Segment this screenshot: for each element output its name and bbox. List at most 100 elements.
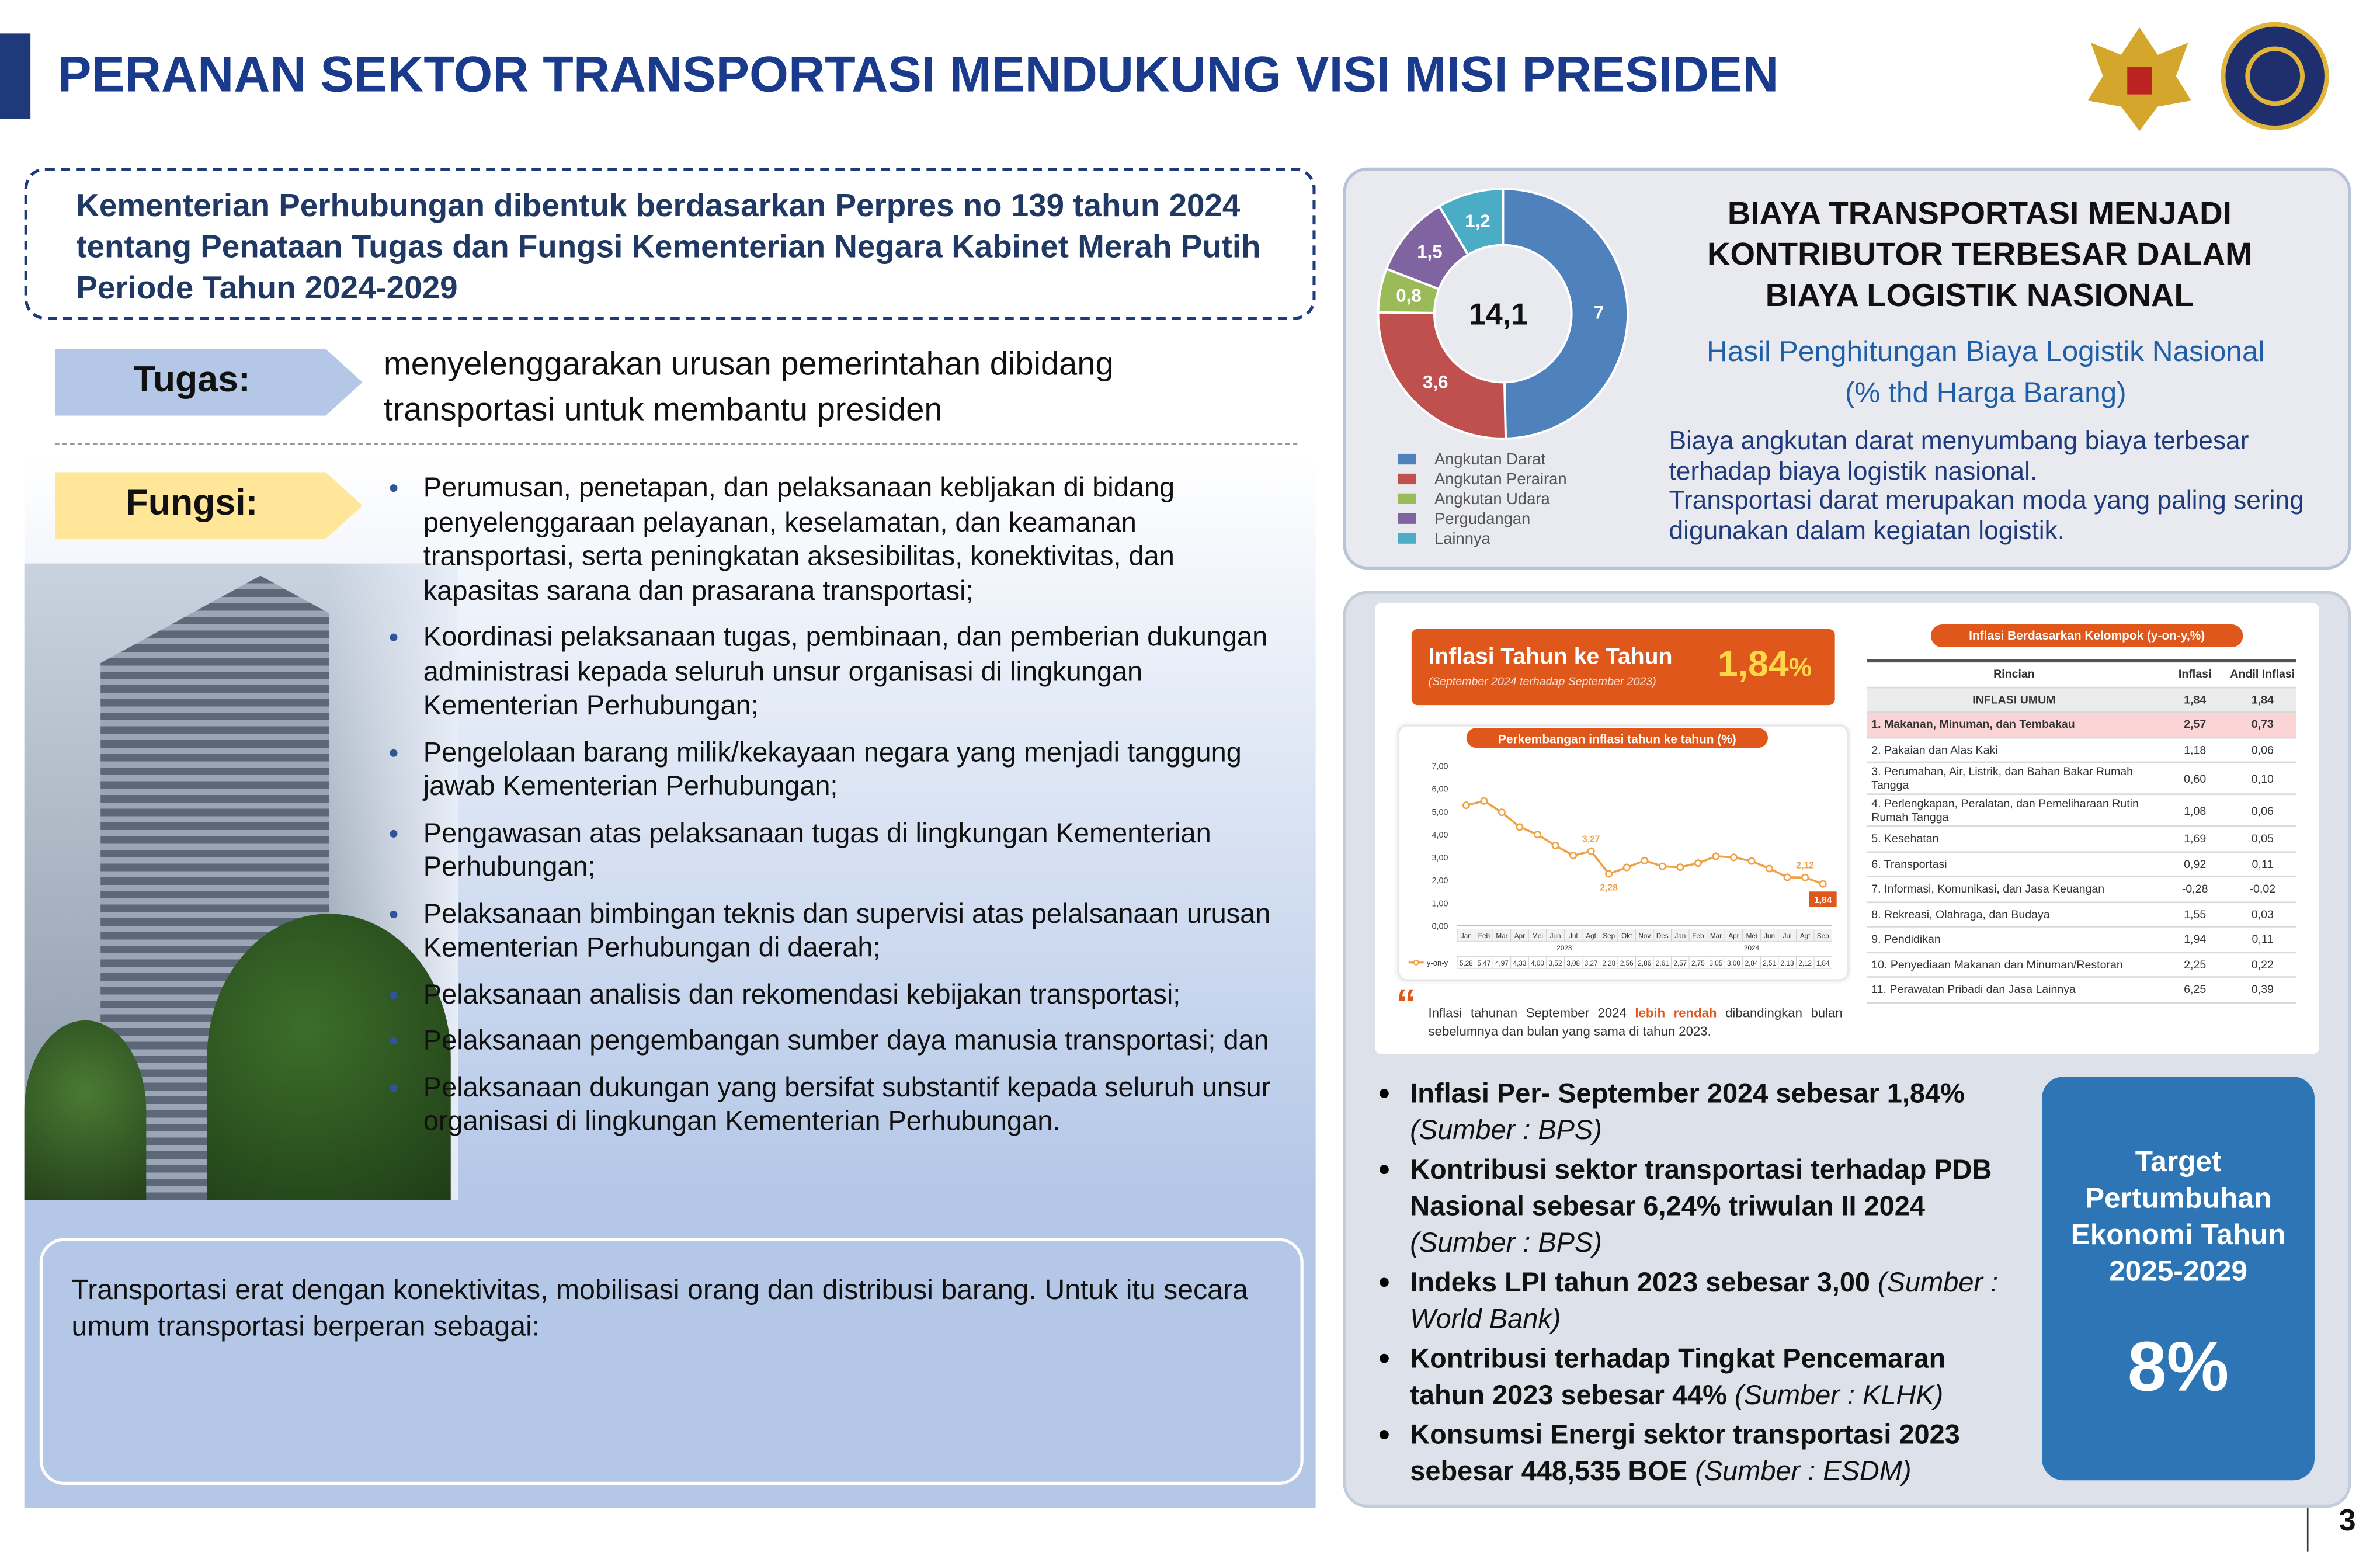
inflation-value: 1,84%: [1718, 644, 1812, 687]
quote-text: Inflasi tahunan September 2024: [1428, 1005, 1627, 1020]
indicator-item: Kontribusi sektor transportasi terhadap …: [1377, 1151, 2024, 1261]
table-value: 1,94: [2184, 932, 2207, 946]
table-value: 0,11: [2252, 932, 2274, 946]
indicator-source: (Sumber : KLHK): [1734, 1380, 1944, 1411]
title-bar: [0, 33, 31, 119]
indicator-item: Inflasi Per- September 2024 sebesar 1,84…: [1377, 1075, 2024, 1148]
indicator-text: Konsumsi Energi sektor transportasi 2023…: [1410, 1419, 1960, 1487]
fungsi-tag: [54, 472, 363, 539]
table-row: 7. Informasi, Komunikasi, dan Jasa Keuan…: [1867, 877, 2296, 902]
logos: [2087, 22, 2329, 131]
indicator-source: (Sumber : ESDM): [1695, 1456, 1912, 1487]
table-value: -0,28: [2181, 882, 2208, 896]
intro-text: Kementerian Perhubungan dibentuk berdasa…: [76, 189, 1261, 307]
logistics-description: Biaya angkutan darat menyumbang biaya te…: [1669, 426, 2339, 545]
table-label: 1. Makanan, Minuman, dan Tembakau: [1871, 717, 2075, 732]
fungsi-item: Pelaksanaan dukungan yang bersifat subst…: [384, 1070, 1282, 1138]
indicator-source: (Sumber : BPS): [1410, 1114, 1602, 1145]
table-row: INFLASI UMUM 1,84 1,84: [1867, 688, 2296, 713]
title-line: BIAYA LOGISTIK NASIONAL: [1765, 279, 2194, 314]
table-row: 4. Perlengkapan, Peralatan, dan Pemeliha…: [1867, 795, 2296, 827]
quote-highlight: lebih rendah: [1635, 1005, 1717, 1020]
table-label: 2. Pakaian dan Alas Kaki: [1871, 742, 1998, 757]
quote-text: dibandingkan bulan sebelumnya dan bulan …: [1428, 1005, 1843, 1039]
tugas-tag: [54, 349, 363, 416]
trees: [207, 914, 451, 1200]
kemenhub-logo: [2221, 22, 2329, 130]
indicator-text: Inflasi Per- September 2024 sebesar 1,84…: [1410, 1078, 1965, 1109]
role-text: Transportasi erat dengan konektivitas, m…: [71, 1273, 1248, 1342]
inflation-unit: %: [1788, 653, 1812, 683]
logistics-title: BIAYA TRANSPORTASI MENJADI KONTRIBUTOR TE…: [1660, 193, 2299, 317]
target-value: 8%: [2127, 1326, 2229, 1406]
table-value: 2,25: [2184, 957, 2207, 971]
table-value: 0,06: [2251, 742, 2274, 757]
table-row: 6. Transportasi 0,92 0,11: [1867, 852, 2296, 877]
page-number: 3: [2339, 1504, 2356, 1539]
table-value: 1,84: [2184, 692, 2207, 707]
inflation-header: [1411, 629, 1835, 706]
table-title: Inflasi Berdasarkan Kelompok (y-on-y,%): [1930, 624, 2243, 648]
table-value: 0,11: [2252, 857, 2274, 871]
table-label: 9. Pendidikan: [1871, 932, 1941, 946]
column-header: Andil Inflasi: [2230, 667, 2295, 682]
title-line: BIAYA TRANSPORTASI MENJADI: [1727, 196, 2232, 232]
tugas-text: menyelenggarakan urusan pemerintahan dib…: [384, 345, 1114, 428]
table-value: 0,05: [2251, 832, 2274, 846]
column-header: Inflasi: [2178, 667, 2212, 682]
table-row: 2. Pakaian dan Alas Kaki 1,18 0,06: [1867, 738, 2296, 763]
table-value: 1,84: [2251, 692, 2274, 707]
logistics-subtitle: Hasil Penghitungan Biaya Logistik Nasion…: [1660, 332, 2312, 414]
description-line: Biaya angkutan darat menyumbang biaya te…: [1669, 426, 2249, 485]
table-value: 0,10: [2251, 771, 2274, 786]
table-label: INFLASI UMUM: [1972, 692, 2056, 707]
column-header: Rincian: [1993, 667, 2035, 682]
indicator-item: Kontribusi terhadap Tingkat Pencemaran t…: [1377, 1340, 2024, 1413]
description-line: Transportasi darat merupakan moda yang p…: [1669, 485, 2304, 545]
table-row: 1. Makanan, Minuman, dan Tembakau 2,57 0,7…: [1867, 713, 2296, 738]
table-value: 1,08: [2184, 803, 2207, 817]
table-value: -0,02: [2249, 882, 2276, 896]
page-divider: [2306, 1508, 2309, 1552]
table-value: 2,57: [2184, 717, 2207, 732]
table-value: 1,55: [2184, 907, 2207, 921]
trees: [24, 1020, 147, 1200]
inflation-subtitle: (September 2024 terhadap September 2023): [1428, 674, 1656, 689]
inflation-title: Inflasi Tahun ke Tahun: [1428, 644, 1673, 671]
table-value: 1,18: [2184, 742, 2207, 757]
indicator-text: Indeks LPI tahun 2023 sebesar 3,00: [1410, 1267, 1871, 1298]
table-label: 11. Perawatan Pribadi dan Jasa Lainnya: [1871, 982, 2076, 997]
kemenhub-wheel: [2245, 46, 2305, 106]
table-label: 3. Perumahan, Air, Listrik, dan Bahan Ba…: [1871, 764, 2134, 792]
inflation-table: Rincian Inflasi Andil Inflasi INFLASI UMUM 1…: [1867, 659, 2296, 1003]
table-value: 0,73: [2251, 717, 2274, 732]
table-value: 0,06: [2251, 803, 2274, 817]
fungsi-label: Fungsi:: [126, 482, 258, 524]
table-label: 8. Rekreasi, Olahraga, dan Budaya: [1871, 907, 2050, 921]
table-value: 0,60: [2184, 771, 2207, 786]
fungsi-item: Pengelolaan barang milik/kekayaan negara…: [384, 735, 1282, 803]
subtitle-line: Hasil Penghitungan Biaya Logistik Nasion…: [1706, 336, 2265, 369]
table-row: 5. Kesehatan 1,69 0,05: [1867, 827, 2296, 852]
indicator-source: (Sumber : World Bank): [1410, 1267, 1999, 1334]
quote: Inflasi tahunan September 2024 lebih ren…: [1429, 1004, 1843, 1040]
intro-box: [24, 167, 1316, 320]
table-value: 0,92: [2184, 857, 2207, 871]
fungsi-item: Perumusan, penetapan, dan pelaksanaan ke…: [384, 471, 1282, 608]
indicator-text: Kontribusi sektor transportasi terhadap …: [1410, 1154, 1992, 1221]
fungsi-item: Pelaksanaan pengembangan sumber daya man…: [384, 1023, 1282, 1058]
table-value: 6,25: [2184, 982, 2207, 997]
table-row: 8. Rekreasi, Olahraga, dan Budaya 1,55 0,0…: [1867, 902, 2296, 928]
fungsi-list: Perumusan, penetapan, dan pelaksanaan ke…: [384, 471, 1282, 1151]
table-header: Rincian Inflasi Andil Inflasi: [1867, 662, 2296, 688]
table-row: 9. Pendidikan 1,94 0,11: [1867, 928, 2296, 953]
slide-title: PERANAN SEKTOR TRANSPORTASI MENDUKUNG VI…: [58, 46, 1779, 102]
indicator-text: Kontribusi terhadap Tingkat Pencemaran t…: [1410, 1343, 1946, 1411]
target-label: Target Pertumbuhan Ekonomi Tahun 2025-20…: [2070, 1147, 2286, 1289]
tugas-label: Tugas:: [133, 359, 251, 401]
title-line: KONTRIBUTOR TERBESAR DALAM: [1707, 237, 2252, 273]
table-label: 10. Penyediaan Makanan dan Minuman/Resto…: [1871, 957, 2123, 971]
indicator-item: Konsumsi Energi sektor transportasi 2023…: [1377, 1416, 2024, 1489]
table-label: 4. Perlengkapan, Peralatan, dan Pemeliha…: [1871, 796, 2139, 824]
